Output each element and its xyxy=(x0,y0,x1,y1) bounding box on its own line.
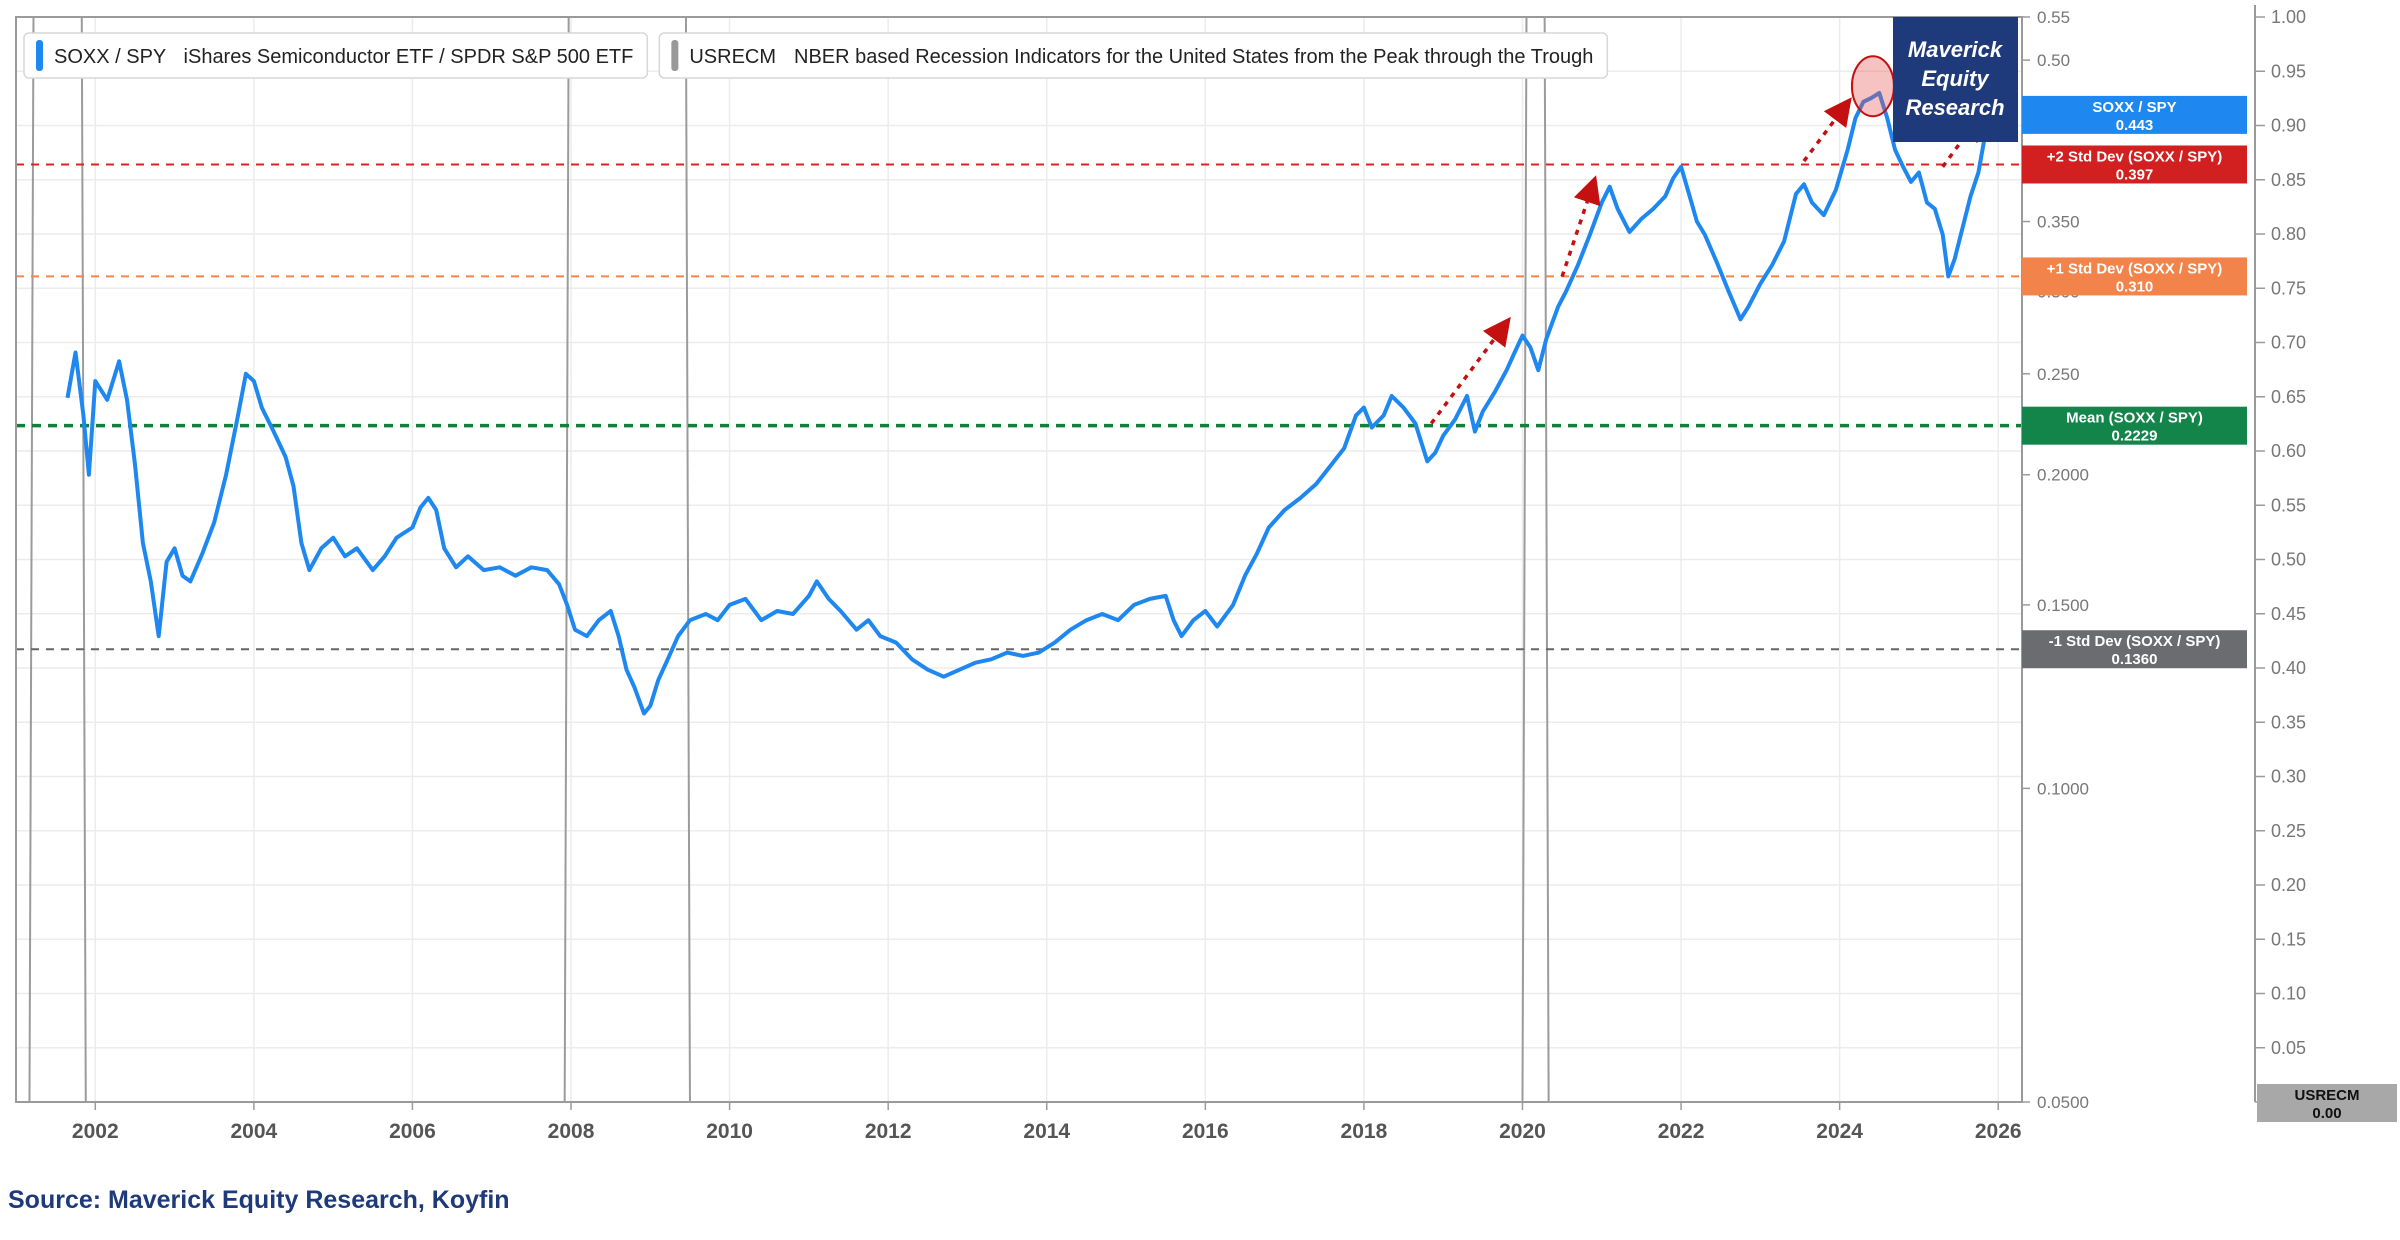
x-tick-label: 2010 xyxy=(706,1120,753,1143)
x-tick-label: 2008 xyxy=(548,1120,595,1143)
legend-item-soxx-spy-swatch xyxy=(36,40,43,71)
legend-item-soxx-spy-symbol: SOXX / SPY xyxy=(54,46,166,68)
usrecm-tag-value: 0.00 xyxy=(2312,1105,2341,1122)
right-tick-label: 0.50 xyxy=(2271,550,2306,570)
reference-tag-label: +2 Std Dev (SOXX / SPY) xyxy=(2047,149,2222,166)
reference-tag xyxy=(2022,406,2247,445)
right-tick-label: 1.00 xyxy=(2271,7,2306,27)
legend-item-usrecm-swatch xyxy=(671,40,679,71)
right-tick-label: 0.25 xyxy=(2271,821,2306,841)
x-tick-label: 2014 xyxy=(1023,1120,1070,1143)
right-tick-label: 0.60 xyxy=(2271,441,2306,461)
badge-box xyxy=(1893,17,2018,142)
reference-tag xyxy=(2022,630,2247,669)
trend-arrow xyxy=(1802,97,1852,163)
right-tick-label: 0.05 xyxy=(2271,1038,2306,1058)
badge-line-1: Maverick xyxy=(1908,37,2004,62)
last-value-tag xyxy=(2022,95,2247,134)
recession-start-line xyxy=(1521,16,1528,1103)
right-tick-label: 0.80 xyxy=(2271,224,2306,244)
legend-item-usrecm-text: USRECM NBER based Recession Indicators fo… xyxy=(689,46,1593,68)
left-tick-label: 0.55 xyxy=(2037,8,2070,27)
highlight-circle xyxy=(1850,55,1895,118)
reference-tag-value: 0.2229 xyxy=(2112,428,2158,445)
legend-item-usrecm-description: NBER based Recession Indicators for the … xyxy=(794,46,1593,68)
reference-lines xyxy=(16,163,2022,651)
left-tick-label: 0.250 xyxy=(2037,365,2080,384)
usrecm-tag-label: USRECM xyxy=(2294,1087,2359,1104)
right-tick-label: 0.15 xyxy=(2271,929,2306,949)
recession-start-line xyxy=(563,16,570,1103)
legend-item-soxx-spy-box xyxy=(23,32,649,79)
x-tick-label: 2018 xyxy=(1341,1120,1388,1143)
recession-end-line xyxy=(1543,16,1550,1103)
series-layer xyxy=(65,91,2000,716)
left-tick-label: 0.350 xyxy=(2037,213,2080,232)
left-tick-label: 0.0500 xyxy=(2037,1093,2089,1112)
legend-item-soxx-spy-description: iShares Semiconductor ETF / SPDR S&P 500… xyxy=(184,46,634,68)
right-tick-label: 0.45 xyxy=(2271,604,2306,624)
x-tick-label: 2026 xyxy=(1975,1120,2022,1143)
right-tick-label: 0.10 xyxy=(2271,984,2306,1004)
reference-tag-label: +1 Std Dev (SOXX / SPY) xyxy=(2047,260,2222,277)
maverick-badge: Maverick Equity Research xyxy=(1893,17,2018,142)
recession-start-line xyxy=(28,16,35,1103)
x-axis: 2002 2004 2006 2008 2010 2012 2014 2016 2018 2020… xyxy=(72,1102,2022,1143)
x-tick-label: 2024 xyxy=(1816,1120,1863,1143)
legend-item-usrecm-box xyxy=(658,32,1609,79)
legend-item-usrecm[interactable]: USRECM NBER based Recession Indicators fo… xyxy=(658,32,1609,79)
recession-end-line xyxy=(80,16,87,1103)
series-line-soxx-spy xyxy=(65,91,2000,716)
reference-tag-value: 0.1360 xyxy=(2112,651,2158,668)
legend-item-usrecm-symbol: USRECM xyxy=(689,46,776,68)
right-tick-label: 0.90 xyxy=(2271,116,2306,136)
right-tick-label: 0.20 xyxy=(2271,875,2306,895)
reference-tag-value: 0.310 xyxy=(2116,278,2154,295)
legend-item-soxx-spy-text: SOXX / SPY iShares Semiconductor ETF / SP… xyxy=(54,46,633,68)
x-tick-label: 2012 xyxy=(865,1120,912,1143)
reference-tag xyxy=(2022,145,2247,184)
badge-line-2: Equity xyxy=(1921,66,1990,91)
x-tick-label: 2002 xyxy=(72,1120,119,1143)
reference-tag-value: 0.397 xyxy=(2116,167,2154,184)
right-axis: 0.05 0.10 0.15 0.20 0.25 0.30 0.35 0.40 0.45 0.50… xyxy=(2254,5,2306,1103)
x-tick-label: 2020 xyxy=(1499,1120,1546,1143)
left-tick-label: 0.1000 xyxy=(2037,779,2089,798)
recession-end-line xyxy=(684,16,691,1103)
left-tick-label: 0.50 xyxy=(2037,51,2070,70)
right-tick-label: 0.75 xyxy=(2271,278,2306,298)
right-tick-label: 0.85 xyxy=(2271,170,2306,190)
right-tick-label: 0.95 xyxy=(2271,61,2306,81)
x-tick-label: 2022 xyxy=(1658,1120,1705,1143)
reference-tag xyxy=(2022,257,2247,296)
left-tick-label: 0.1500 xyxy=(2037,596,2089,615)
reference-tag-label: Mean (SOXX / SPY) xyxy=(2066,410,2203,427)
last-value-tag-value: 0.443 xyxy=(2116,117,2154,134)
right-tick-label: 0.70 xyxy=(2271,333,2306,353)
usrecm-tag xyxy=(2257,1084,2397,1122)
legend-item-soxx-spy[interactable]: SOXX / SPY iShares Semiconductor ETF / SP… xyxy=(23,32,649,79)
last-value-tag-label: SOXX / SPY xyxy=(2092,99,2176,116)
x-tick-label: 2004 xyxy=(231,1120,278,1143)
recession-bars xyxy=(28,16,1550,1103)
plot-frame xyxy=(15,16,2023,1103)
right-tick-label: 0.55 xyxy=(2271,495,2306,515)
right-tick-label: 0.65 xyxy=(2271,387,2306,407)
reference-tag-label: -1 Std Dev (SOXX / SPY) xyxy=(2049,633,2221,650)
right-tick-label: 0.30 xyxy=(2271,767,2306,787)
source-note: Source: Maverick Equity Research, Koyfin xyxy=(8,1186,510,1214)
left-tick-label: 0.2000 xyxy=(2037,466,2089,485)
badge-line-3: Research xyxy=(1905,95,2004,120)
legend: SOXX / SPY iShares Semiconductor ETF / SP… xyxy=(23,32,1609,79)
right-tick-label: 0.40 xyxy=(2271,658,2306,678)
x-tick-label: 2006 xyxy=(389,1120,436,1143)
right-tick-label: 0.35 xyxy=(2271,712,2306,732)
x-tick-label: 2016 xyxy=(1182,1120,1229,1143)
